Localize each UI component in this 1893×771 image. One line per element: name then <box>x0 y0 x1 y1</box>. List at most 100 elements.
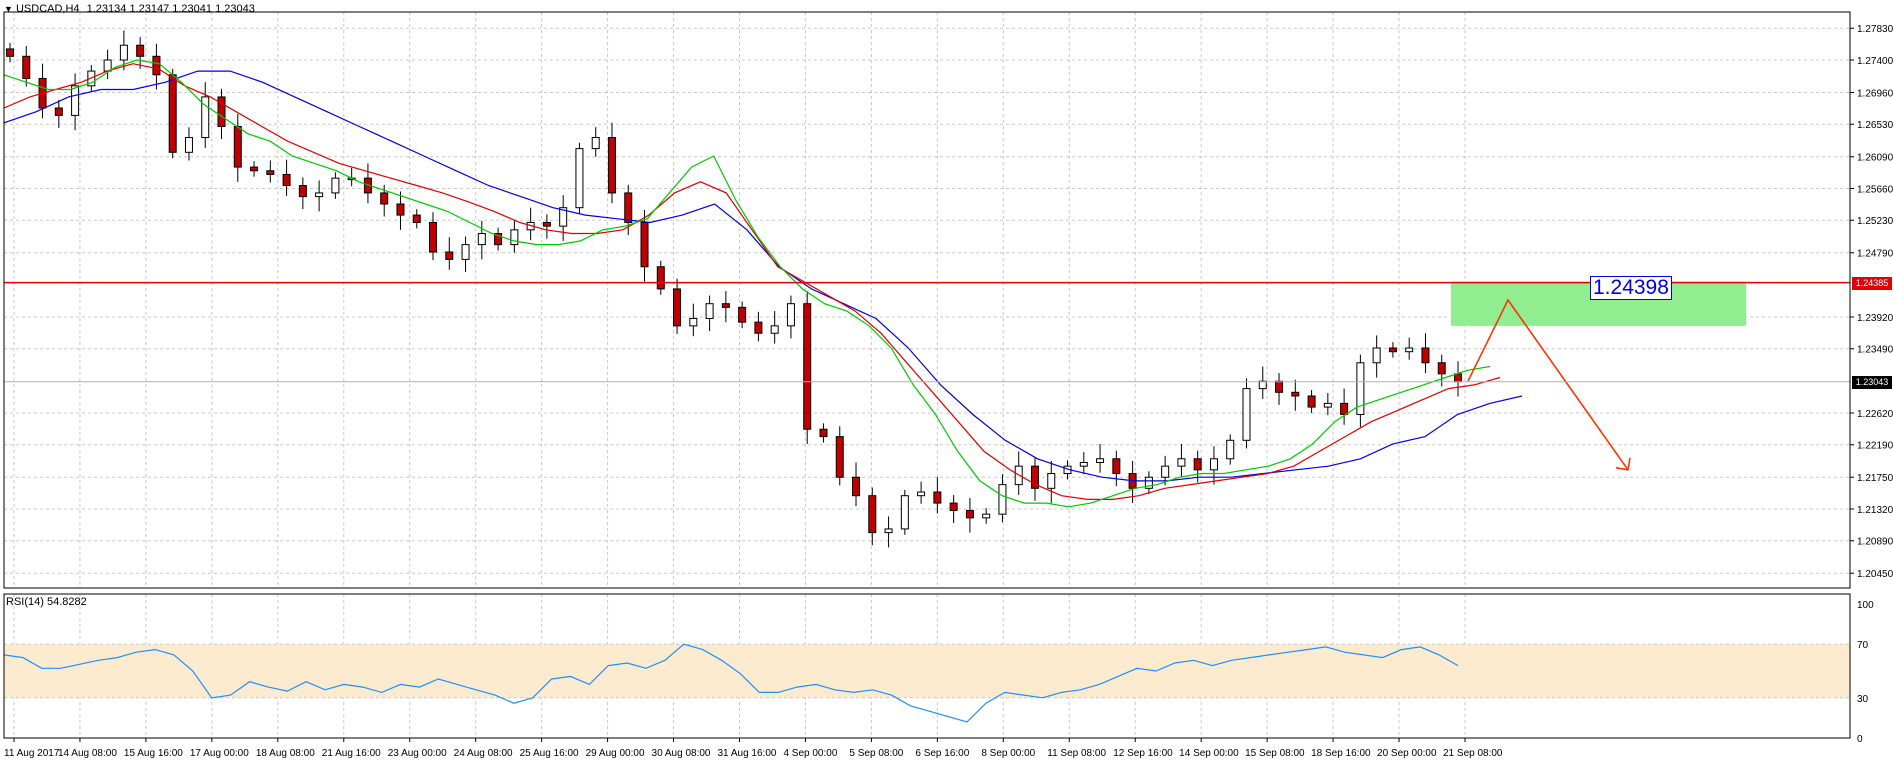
price-grid <box>4 12 1850 738</box>
y-tick-label: 1.22190 <box>1857 441 1893 452</box>
x-tick-label: 18 Sep 16:00 <box>1311 748 1371 759</box>
candle-bear <box>152 55 161 76</box>
candle-bear <box>1193 458 1202 471</box>
candle-bull <box>103 59 112 72</box>
rsi-line <box>3 643 1459 723</box>
x-tick-label: 21 Aug 16:00 <box>322 748 381 759</box>
x-tick-label: 25 Aug 16:00 <box>520 748 579 759</box>
x-tick-label: 20 Sep 00:00 <box>1377 748 1437 759</box>
candle-bull <box>917 491 926 497</box>
level-price-box[interactable]: 1.24398 <box>1590 275 1672 300</box>
candle-bull <box>1226 439 1235 460</box>
candle-bear <box>624 192 633 223</box>
candle-bear <box>607 137 616 194</box>
candle-bull <box>1047 473 1056 489</box>
candle-bull <box>1161 465 1170 478</box>
chart-header: ▼ USDCAD,H4 1.23134 1.23147 1.23041 1.23… <box>4 3 255 15</box>
candle-bear <box>1421 347 1430 364</box>
candle-bear <box>949 502 958 511</box>
candle-bear <box>721 303 730 308</box>
candle-bull <box>591 137 600 150</box>
x-tick-label: 15 Aug 16:00 <box>124 748 183 759</box>
candle-bear <box>54 107 63 116</box>
candle-bull <box>71 85 80 116</box>
candle-bull <box>786 303 795 327</box>
candle-bear <box>250 166 259 172</box>
candle-bull <box>315 192 324 198</box>
y-tick-label: 1.25230 <box>1857 216 1893 227</box>
y-tick-label: 1.24790 <box>1857 249 1893 260</box>
candle-bear <box>965 509 974 519</box>
rsi-tick-label: 0 <box>1857 734 1863 745</box>
candle-bear <box>1307 395 1316 408</box>
ma-fast-line <box>3 59 1491 508</box>
candle-bull <box>884 528 893 534</box>
candle-bull <box>510 229 519 246</box>
x-tick-label: 14 Aug 08:00 <box>58 748 117 759</box>
x-tick-label: 6 Sep 16:00 <box>915 748 969 759</box>
candle-bear <box>494 233 503 246</box>
candle-bull <box>559 207 568 227</box>
x-tick-label: 29 Aug 00:00 <box>586 748 645 759</box>
y-tick-label: 1.21750 <box>1857 473 1893 484</box>
y-tick-label: 1.26090 <box>1857 153 1893 164</box>
triangle-down-icon[interactable]: ▼ <box>4 4 13 14</box>
symbol-title: USDCAD,H4 <box>15 3 80 15</box>
candle-bear <box>282 173 291 187</box>
candles <box>6 30 1462 548</box>
x-tick-label: 30 Aug 08:00 <box>652 748 711 759</box>
x-tick-label: 8 Sep 00:00 <box>981 748 1035 759</box>
candle-bear <box>217 96 226 127</box>
rsi-series <box>3 643 1459 723</box>
y-tick-label: 1.26960 <box>1857 88 1893 99</box>
y-tick-label: 1.20450 <box>1857 569 1893 580</box>
candle-bear <box>396 203 405 216</box>
y-tick-label: 1.23920 <box>1857 313 1893 324</box>
candle-bull <box>331 177 340 194</box>
x-tick-label: 18 Aug 08:00 <box>256 748 315 759</box>
x-tick-label: 24 Aug 08:00 <box>454 748 513 759</box>
candle-bull <box>575 148 584 209</box>
candle-bear <box>1112 458 1121 475</box>
y-tick-label: 1.20890 <box>1857 537 1893 548</box>
forecast-arrow[interactable] <box>1467 298 1629 471</box>
x-tick-label: 14 Sep 00:00 <box>1179 748 1239 759</box>
candle-bear <box>429 221 438 253</box>
rsi-panel-frame <box>3 593 1851 739</box>
candle-bear <box>233 125 242 168</box>
candle-bull <box>998 484 1007 515</box>
ma-mid-line <box>3 63 1501 500</box>
x-tick-label: 11 Sep 08:00 <box>1047 748 1106 759</box>
annotations <box>4 281 1850 471</box>
candle-bear <box>1030 465 1039 489</box>
candle-bull <box>1209 458 1218 471</box>
candle-bear <box>1275 380 1284 393</box>
rsi-tick-label: 70 <box>1857 640 1869 651</box>
x-tick-label: 21 Sep 08:00 <box>1443 748 1503 759</box>
x-tick-label: 15 Sep 08:00 <box>1245 748 1305 759</box>
candle-bull <box>1258 380 1267 390</box>
candle-bull <box>1323 402 1332 408</box>
candle-bear <box>852 476 861 497</box>
x-tick-label: 31 Aug 16:00 <box>718 748 777 759</box>
y-tick-label: 1.27830 <box>1857 24 1893 35</box>
y-tick-label: 1.26530 <box>1857 120 1893 131</box>
x-tick-label: 11 Aug 2017 <box>4 748 60 759</box>
candle-bear <box>266 170 275 175</box>
candle-bull <box>1177 458 1186 467</box>
candle-bear <box>754 321 763 334</box>
candle-bear <box>835 436 844 478</box>
candle-bull <box>1372 347 1381 364</box>
candle-bear <box>445 251 454 260</box>
candle-bull <box>119 44 128 61</box>
candle-bear <box>1454 373 1462 383</box>
ohlc-readout: 1.23134 1.23147 1.23041 1.23043 <box>86 3 255 15</box>
candle-bear <box>640 221 649 268</box>
y-tick-label: 1.27400 <box>1857 56 1893 67</box>
rsi-tick-label: 100 <box>1857 600 1874 611</box>
candle-bull <box>1356 362 1365 415</box>
candle-bull <box>461 244 470 260</box>
candle-bear <box>298 185 307 198</box>
